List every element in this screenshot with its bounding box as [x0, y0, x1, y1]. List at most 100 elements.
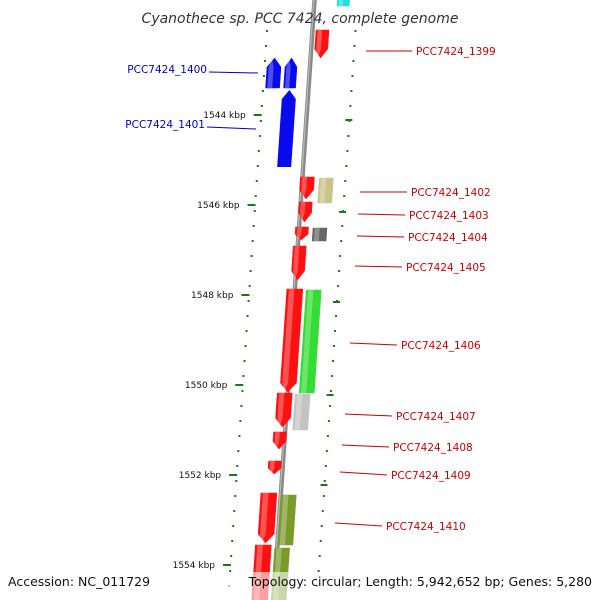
- gene-label-pcc7424_1404[interactable]: PCC7424_1404: [408, 232, 488, 244]
- tick-mark: [229, 570, 232, 572]
- tick-mark: [347, 135, 350, 137]
- gene-label-pcc7424_1410[interactable]: PCC7424_1410: [386, 521, 466, 533]
- tick-mark: [324, 465, 327, 467]
- label-leader-line: [349, 342, 398, 346]
- major-tick: [241, 294, 250, 296]
- tick-mark: [263, 60, 266, 62]
- gene-label-pcc7424_1409[interactable]: PCC7424_1409: [391, 470, 471, 482]
- gene-label-pcc7424_1405[interactable]: PCC7424_1405: [406, 262, 486, 274]
- tick-mark: [351, 75, 354, 77]
- gene-labels[interactable]: PCC7424_1399 PCC7424_1400 PCC7424_1401 PCC7…: [125, 46, 495, 533]
- feature-shading: [260, 493, 269, 543]
- tick-mark: [245, 330, 248, 332]
- feature-shading: [338, 0, 344, 6]
- feature-shading: [274, 432, 280, 449]
- accession-text: Accession: NC_011729: [8, 574, 150, 589]
- tick-mark: [349, 105, 352, 107]
- tick-mark: [317, 570, 320, 572]
- major-tick: [345, 119, 353, 121]
- genome-stats-text: Topology: circular; Length: 5,942,652 bp…: [248, 574, 592, 589]
- tick-mark: [238, 435, 241, 437]
- feature-shading: [296, 227, 302, 240]
- tick-mark: [350, 90, 353, 92]
- tick-mark: [330, 375, 333, 377]
- gene-label-pcc7424_1406[interactable]: PCC7424_1406: [401, 340, 481, 352]
- tick-mark: [352, 60, 355, 62]
- tick-mark: [236, 465, 239, 467]
- tick-mark: [340, 240, 343, 242]
- tick-mark: [255, 180, 258, 182]
- major-tick: [326, 394, 334, 396]
- gene-label-pcc7424_1408[interactable]: PCC7424_1408: [393, 442, 473, 454]
- tick-mark: [321, 510, 324, 512]
- gene-feature: [267, 460, 282, 475]
- tick-mark: [258, 135, 261, 137]
- major-tick: [332, 301, 340, 303]
- scale-label: 1548 kbp: [191, 291, 234, 301]
- tick-mark: [244, 345, 247, 347]
- tick-mark: [261, 90, 264, 92]
- gene-feature: [298, 201, 313, 223]
- gene-label-pcc7424_1403[interactable]: PCC7424_1403: [409, 210, 489, 222]
- feature-shading: [301, 290, 314, 393]
- tick-mark: [232, 525, 235, 527]
- label-leader-line: [208, 71, 259, 74]
- tick-mark: [335, 315, 338, 317]
- feature-shading: [285, 58, 291, 88]
- tick-mark: [326, 435, 329, 437]
- tick-mark: [230, 555, 233, 557]
- major-tick: [253, 114, 262, 116]
- tick-mark: [341, 225, 344, 227]
- tick-mark: [353, 45, 356, 47]
- label-leader-line: [206, 126, 257, 130]
- tick-mark: [233, 510, 236, 512]
- scale-label: 1544 kbp: [203, 111, 246, 121]
- gene-label-pcc7424_1402[interactable]: PCC7424_1402: [411, 187, 491, 199]
- major-tick: [235, 384, 244, 386]
- gene-feature: [311, 227, 328, 242]
- feature-shading: [300, 202, 306, 222]
- scale-label: 1552 kbp: [179, 471, 222, 481]
- tick-mark: [253, 210, 256, 212]
- tick-mark: [339, 255, 342, 257]
- gene-feature: [257, 492, 278, 544]
- tick-mark: [237, 450, 240, 452]
- gene-feature: [317, 177, 334, 204]
- tick-mark: [334, 330, 337, 332]
- tick-mark: [234, 495, 237, 497]
- scale-label: 1554 kbp: [173, 561, 216, 571]
- tick-mark: [260, 105, 263, 107]
- feature-shading: [282, 289, 295, 392]
- gene-label-pcc7424_1400[interactable]: PCC7424_1400: [127, 64, 207, 76]
- gene-label-pcc7424_1401[interactable]: PCC7424_1401: [125, 119, 205, 131]
- tick-mark: [266, 30, 268, 32]
- gene-label-pcc7424_1399[interactable]: PCC7424_1399: [416, 46, 496, 58]
- tick-mark: [256, 165, 259, 167]
- gene-label-pcc7424_1407[interactable]: PCC7424_1407: [396, 411, 476, 423]
- tick-mark: [246, 315, 249, 317]
- tick-mark: [327, 420, 330, 422]
- tick-mark: [248, 285, 251, 287]
- tick-mark: [250, 255, 253, 257]
- tick-mark: [240, 405, 243, 407]
- tick-mark: [323, 480, 326, 482]
- scale-labels: 1544 kbp 1546 kbp 1548 kbp 1550 kbp 1552 kbp…: [173, 111, 246, 571]
- label-leader-line: [339, 471, 388, 476]
- gene-feature: [277, 90, 296, 167]
- tick-mark: [243, 360, 246, 362]
- major-tick: [229, 474, 238, 476]
- tick-mark: [242, 375, 245, 377]
- tick-mark: [325, 450, 328, 452]
- feature-shading: [301, 177, 308, 199]
- label-leader-line: [356, 235, 405, 238]
- tick-mark: [343, 195, 346, 197]
- gene-feature: [314, 29, 330, 59]
- gene-feature: [292, 393, 311, 431]
- tick-marks: [223, 30, 357, 587]
- tick-mark: [241, 390, 244, 392]
- tick-mark: [259, 120, 262, 122]
- tick-mark: [333, 345, 336, 347]
- gene-features: [251, 0, 350, 600]
- tick-mark: [344, 180, 347, 182]
- tick-mark: [252, 225, 255, 227]
